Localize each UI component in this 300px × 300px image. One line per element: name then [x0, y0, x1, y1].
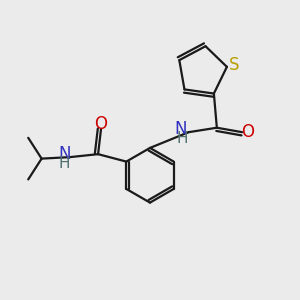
Text: N: N — [58, 145, 70, 163]
Text: H: H — [176, 131, 188, 146]
Text: O: O — [94, 115, 107, 133]
Text: N: N — [175, 120, 187, 138]
Text: O: O — [241, 123, 254, 141]
Text: H: H — [59, 156, 70, 171]
Text: S: S — [229, 56, 240, 74]
